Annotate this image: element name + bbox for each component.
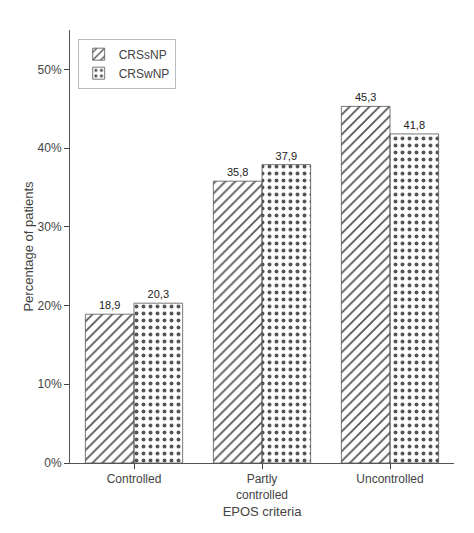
svg-text:18,9: 18,9 [99,299,120,311]
svg-text:20%: 20% [38,299,62,313]
svg-text:40%: 40% [38,141,62,155]
svg-text:Uncontrolled: Uncontrolled [356,472,423,486]
svg-text:50%: 50% [38,63,62,77]
svg-text:37,9: 37,9 [276,150,297,162]
svg-text:45,3: 45,3 [355,91,376,103]
svg-text:10%: 10% [38,377,62,391]
svg-text:20,3: 20,3 [148,288,169,300]
svg-text:30%: 30% [38,220,62,234]
svg-text:Percentage of patients: Percentage of patients [21,181,36,312]
svg-text:Partlycontrolled: Partlycontrolled [236,472,288,502]
svg-text:CRSsNP: CRSsNP [119,48,167,62]
svg-text:Controlled: Controlled [107,472,162,486]
svg-text:CRSwNP: CRSwNP [119,67,170,81]
svg-text:35,8: 35,8 [227,166,248,178]
svg-text:EPOS criteria: EPOS criteria [223,504,303,519]
svg-text:41,8: 41,8 [404,119,425,131]
svg-text:0%: 0% [44,456,62,470]
